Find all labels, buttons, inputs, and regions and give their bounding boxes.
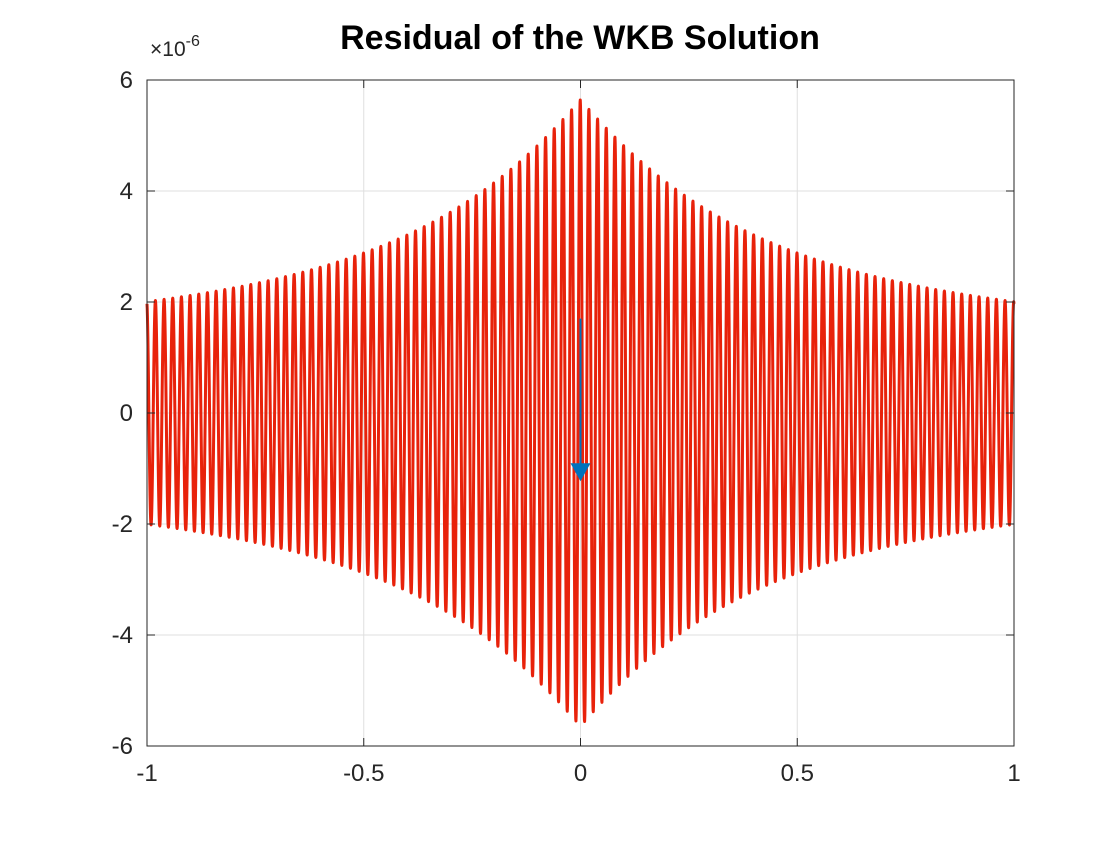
y-tick-label: 0 [120, 400, 133, 427]
marker-triangle [570, 463, 591, 482]
y-tick-label: 4 [120, 178, 133, 205]
y-tick-label: -4 [112, 622, 133, 649]
data-layer [145, 98, 1016, 724]
x-tick-label: -0.5 [343, 760, 384, 787]
y-tick-label: 2 [120, 289, 133, 316]
y-axis-exponent-power: -6 [186, 33, 200, 50]
x-tick-label: 0 [574, 760, 587, 787]
x-tick-label: -1 [136, 760, 157, 787]
x-tick-label: 0.5 [781, 760, 814, 787]
y-tick-label: -6 [112, 733, 133, 760]
y-axis-exponent: ×10-6 [150, 33, 200, 61]
axes: -1 -0.5 0 0.5 1 -6 -4 -2 0 2 4 6 [112, 67, 1021, 787]
y-tick-label: -2 [112, 511, 133, 538]
chart-title: Residual of the WKB Solution [340, 19, 820, 57]
y-axis-exponent-base: ×10 [150, 38, 186, 61]
residual-line [145, 98, 1016, 724]
y-tick-label: 6 [120, 67, 133, 94]
x-tick-label: 1 [1007, 760, 1020, 787]
